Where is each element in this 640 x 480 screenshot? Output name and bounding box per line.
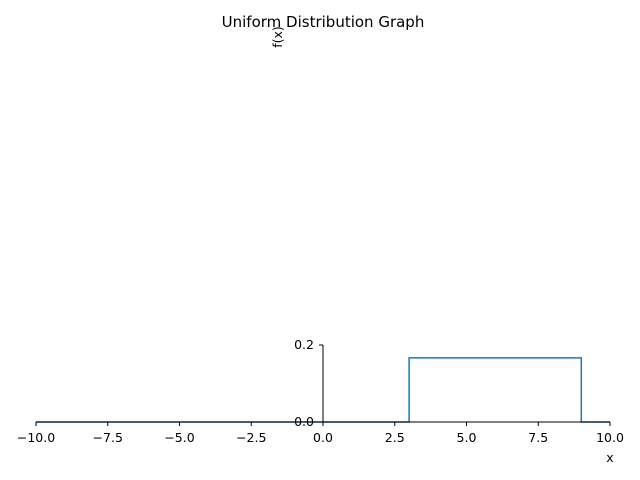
chart-title: Uniform Distribution Graph [222,13,425,31]
x-tick-label: 5.0 [457,430,477,445]
x-tick-label: −7.5 [93,430,123,445]
x-axis-label: x [606,450,613,465]
x-tick-label: −2.5 [236,430,266,445]
ticks-layer: −10.0 −7.5 −5.0 −2.5 0.0 2.5 5.0 7.5 10.0 0.0 0.2 [17,337,624,445]
x-tick-label: 2.5 [385,430,405,445]
x-tick-label: −5.0 [164,430,194,445]
x-tick-label: 10.0 [596,430,624,445]
y-tick-label: 0.0 [294,414,314,429]
x-tick-label: 0.0 [313,430,333,445]
axes-layer [36,345,610,423]
x-tick-label: −10.0 [17,430,55,445]
y-axis-label: f(x) [270,26,285,48]
y-tick-label: 0.2 [294,337,314,352]
x-tick-label: 7.5 [528,430,548,445]
